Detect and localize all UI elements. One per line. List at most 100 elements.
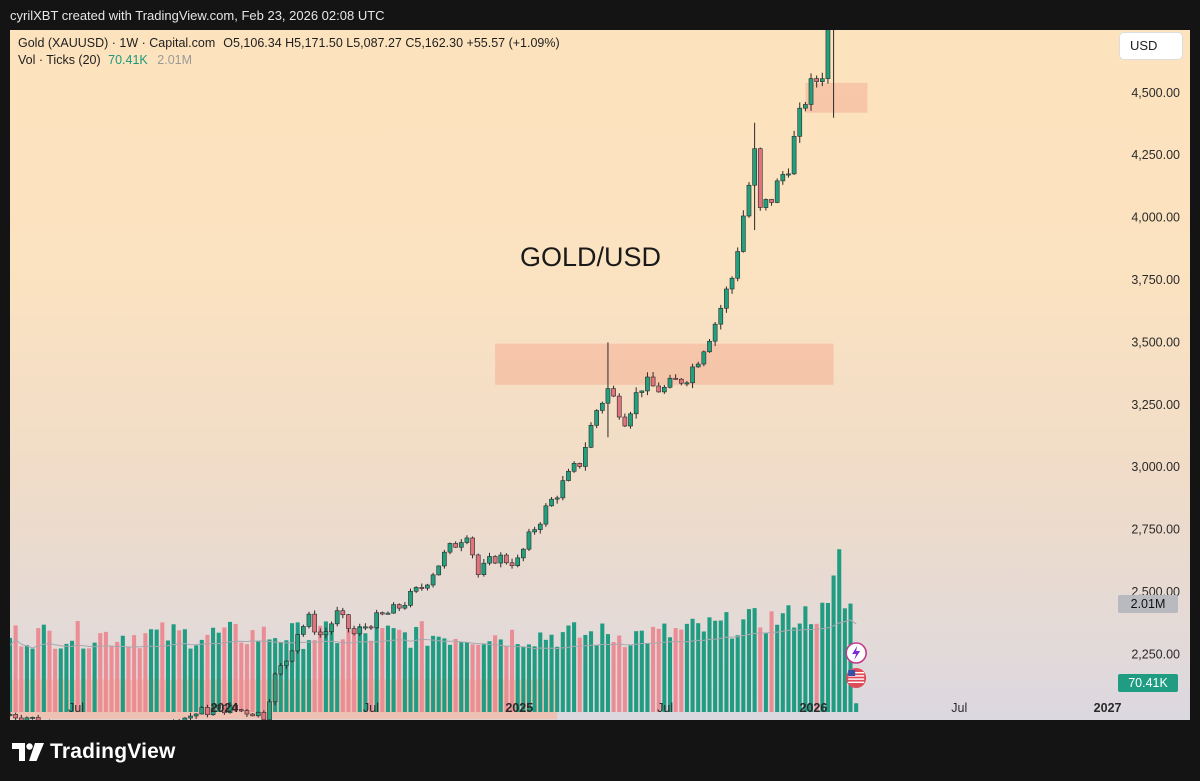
price-chart[interactable]: GOLD/USD2,250.002,500.002,750.003,000.00…	[10, 30, 1190, 720]
volume-bar	[459, 641, 464, 712]
volume-bar	[538, 632, 543, 712]
bearish-candle	[13, 714, 18, 719]
bullish-candle	[10, 714, 13, 716]
bearish-candle	[769, 199, 774, 203]
bullish-candle	[430, 574, 436, 586]
volume-ma-badge-text: 2.01M	[1131, 597, 1166, 611]
volume-legend[interactable]: Vol · Ticks (20) 70.41K 2.01M	[18, 53, 192, 67]
volume-bar	[521, 647, 526, 712]
volume-bar	[662, 623, 667, 712]
volume-bar	[216, 632, 221, 712]
volume-bar	[758, 627, 763, 712]
bearish-candle	[222, 705, 227, 714]
volume-bar	[368, 640, 374, 712]
volume-bar	[645, 643, 650, 712]
bullish-candle	[255, 712, 261, 717]
volume-bar	[402, 632, 407, 712]
volume-bar	[250, 630, 255, 712]
volume-bar	[735, 635, 740, 712]
volume-bar	[171, 624, 176, 712]
volume-indicator-label[interactable]: Vol · Ticks (20)	[18, 53, 101, 67]
bullish-candle	[549, 498, 554, 507]
volume-bar	[600, 623, 605, 712]
volume-bar	[335, 643, 340, 712]
bullish-candle	[374, 612, 379, 629]
bullish-candle	[746, 184, 752, 217]
symbol-label[interactable]: Gold (XAUUSD) · 1W · Capital.com	[18, 36, 216, 50]
bearish-candle	[261, 712, 267, 720]
bullish-candle	[425, 584, 430, 589]
y-tick-label: 2,750.00	[1131, 523, 1180, 537]
volume-last-badge	[1118, 674, 1178, 692]
bearish-candle	[650, 376, 656, 387]
bullish-candle	[295, 634, 301, 652]
y-tick-label: 3,750.00	[1131, 273, 1180, 287]
volume-last-badge-text: 70.41K	[1128, 676, 1168, 690]
bullish-candle	[532, 529, 537, 533]
volume-bar	[752, 608, 757, 712]
bearish-candle	[475, 554, 481, 575]
support-zone	[10, 679, 558, 720]
volume-bar	[476, 644, 481, 712]
volume-bar	[295, 622, 300, 712]
bullish-candle	[791, 136, 797, 175]
volume-bar	[696, 623, 701, 712]
volume-bar	[713, 620, 718, 712]
bullish-candle	[402, 605, 408, 609]
volume-bar	[126, 646, 131, 712]
bullish-candle	[752, 148, 757, 186]
bullish-candle	[735, 251, 741, 279]
bullish-candle	[193, 713, 199, 717]
bullish-candle	[498, 554, 504, 564]
bullish-candle	[690, 366, 695, 384]
volume-bar	[487, 641, 492, 712]
volume-bar	[53, 648, 58, 712]
bearish-candle	[250, 713, 255, 717]
lightning-icon	[852, 646, 861, 660]
bullish-candle	[391, 604, 396, 614]
volume-ma-value: 2.01M	[157, 53, 193, 67]
volume-bar	[577, 637, 582, 712]
bullish-candle	[182, 717, 188, 720]
volume-value: 70.41K	[108, 53, 148, 67]
volume-bar	[746, 609, 752, 712]
bullish-candle	[329, 623, 334, 632]
volume-bar	[594, 644, 599, 712]
volume-bar	[19, 646, 24, 712]
bullish-candle	[30, 717, 35, 719]
bearish-candle	[492, 556, 498, 564]
chart-panel[interactable]: GOLD/USD 2,250.00 2,500.00 2,750.00 3,000.00…	[10, 30, 1190, 720]
bullish-candle	[24, 717, 30, 720]
support-zone	[805, 82, 868, 113]
x-tick-label: 2024	[210, 701, 238, 715]
bearish-candle	[205, 707, 210, 716]
volume-bar	[227, 621, 233, 712]
volume-bar	[380, 627, 385, 712]
bullish-candle	[741, 215, 746, 252]
volume-bar	[622, 647, 627, 712]
bullish-candle	[284, 660, 289, 666]
volume-bar	[820, 602, 825, 712]
volume-bar	[639, 630, 644, 712]
volume-bar	[447, 644, 453, 712]
volume-bar	[515, 644, 520, 712]
volume-bar	[741, 619, 746, 712]
volume-bar	[115, 641, 120, 712]
volume-bar	[24, 645, 29, 712]
volume-bar	[290, 623, 295, 712]
bullish-candle	[825, 30, 831, 79]
bearish-candle	[419, 587, 425, 589]
bullish-candle	[701, 351, 707, 365]
volume-bar	[667, 637, 673, 712]
bullish-candle	[639, 390, 645, 393]
volume-bar	[301, 648, 306, 712]
bullish-candle	[707, 340, 712, 353]
symbol-legend[interactable]: Gold (XAUUSD) · 1W · Capital.com O5,106.3…	[18, 36, 560, 50]
bearish-candle	[577, 463, 583, 467]
volume-bar	[701, 631, 706, 712]
currency-button[interactable]: USD	[1120, 33, 1182, 59]
bearish-candle	[238, 709, 244, 712]
bearish-candle	[368, 626, 374, 629]
volume-bar	[436, 636, 441, 712]
volume-bar	[182, 629, 187, 712]
